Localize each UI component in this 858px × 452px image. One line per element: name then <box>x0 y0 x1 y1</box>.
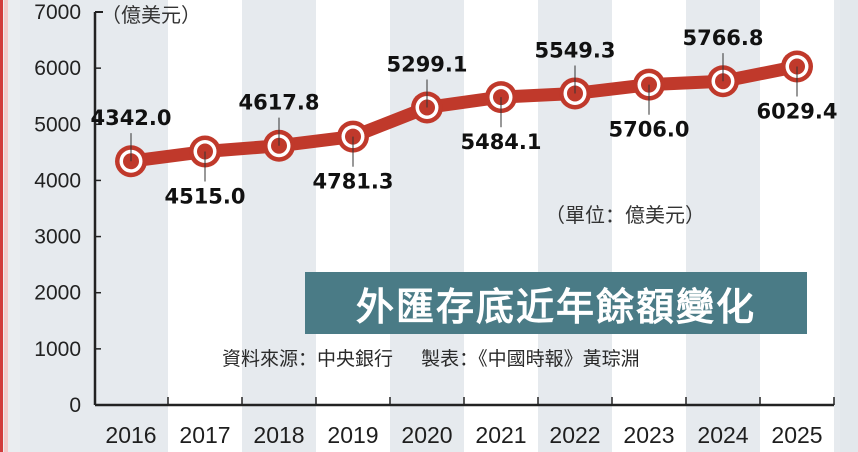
data-value-label: 4515.0 <box>164 185 245 209</box>
x-tick-label: 2020 <box>401 422 452 448</box>
x-tick-label: 2023 <box>623 422 674 448</box>
y-tick-label: 5000 <box>34 113 81 136</box>
x-tick-label: 2017 <box>179 422 230 448</box>
left-border-accent-light <box>4 0 8 452</box>
y-tick-label: 2000 <box>34 282 81 305</box>
x-tick-label: 2018 <box>253 422 304 448</box>
data-value-label: 5706.0 <box>608 118 689 142</box>
right-edge-panel <box>840 0 858 452</box>
chart-title: 外匯存底近年餘額變化 <box>355 284 756 329</box>
x-tick-label: 2025 <box>771 422 822 448</box>
unit-label: （單位：億美元） <box>545 203 705 227</box>
column-band <box>168 0 242 452</box>
data-point-marker <box>189 135 221 182</box>
data-point-marker <box>633 68 665 115</box>
y-tick-label: 3000 <box>34 226 81 249</box>
data-point-marker <box>781 50 813 97</box>
data-value-label: 4617.8 <box>238 91 319 115</box>
y-tick-label: 4000 <box>34 169 81 192</box>
data-value-label: 5484.1 <box>460 130 541 154</box>
data-point-marker <box>337 120 369 167</box>
y-tick-label: 0 <box>69 394 81 417</box>
source-line: 資料來源：中央銀行 製表：《中國時報》黃琮淵 <box>222 344 662 371</box>
column-band <box>316 0 390 452</box>
x-tick-label: 2016 <box>105 422 156 448</box>
data-source-text: 資料來源：中央銀行 <box>222 348 394 370</box>
credit-text: 製表：《中國時報》黃琮淵 <box>421 348 640 370</box>
y-tick-label: 7000 <box>34 1 81 24</box>
column-band <box>464 0 538 452</box>
series-line <box>124 59 804 168</box>
x-tick-label: 2021 <box>475 422 526 448</box>
x-tick-label: 2024 <box>697 422 748 448</box>
data-value-label: 5766.8 <box>682 26 763 50</box>
data-value-label: 4342.0 <box>90 106 171 130</box>
data-point-marker <box>707 53 739 98</box>
data-series: 4342.0 4515.0 4617.8 4781.3 5299.1 5484.1 5549… <box>90 26 837 208</box>
x-tick-label: 2022 <box>549 422 600 448</box>
y-tick-label: 1000 <box>34 338 81 361</box>
x-axis: 2016 2017 2018 2019 2020 2021 2022 2023 2024 2025 <box>95 397 835 448</box>
data-value-label: 5299.1 <box>386 52 467 76</box>
left-border-accent <box>0 0 3 452</box>
data-point-marker <box>263 117 295 162</box>
y-axis-unit-label: （億美元） <box>101 3 201 27</box>
data-value-label: 5549.3 <box>534 38 615 62</box>
x-tick-label: 2019 <box>327 422 378 448</box>
y-tick-label: 6000 <box>34 57 81 80</box>
data-point-marker <box>559 65 591 110</box>
y-axis: 7000 6000 5000 4000 3000 2000 1000 0 <box>34 1 103 417</box>
chart-title-box: 外匯存底近年餘額變化 <box>305 272 807 334</box>
data-value-label: 6029.4 <box>756 99 837 123</box>
data-point-marker <box>115 133 147 178</box>
data-point-marker <box>411 79 443 124</box>
data-point-marker <box>485 81 517 128</box>
data-value-label: 4781.3 <box>312 170 393 194</box>
